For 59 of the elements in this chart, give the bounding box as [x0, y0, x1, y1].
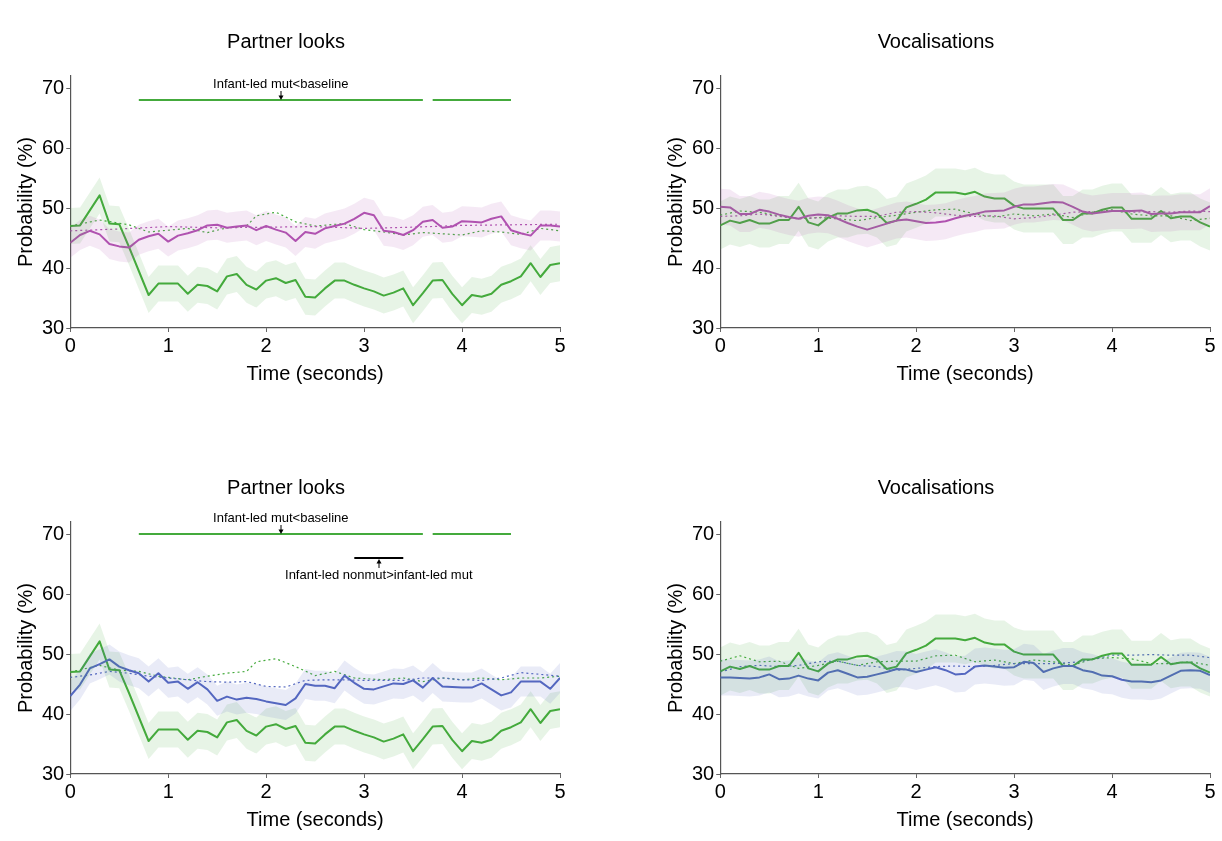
y-axis-title: Probability (%) [663, 136, 686, 268]
x-tick-label: 3 [358, 333, 370, 356]
x-tick-label: 3 [1008, 779, 1020, 802]
x-tick-label: 5 [1204, 333, 1216, 356]
y-axis-title: Probability (%) [663, 582, 686, 714]
x-tick-label: 4 [1106, 333, 1118, 356]
y-tick-label: 30 [692, 761, 715, 784]
y-tick-label: 60 [692, 581, 715, 604]
x-tick-label: 5 [554, 333, 566, 356]
y-tick-label: 50 [42, 195, 65, 218]
chart-title: Vocalisations [877, 29, 995, 52]
x-tick-label: 0 [64, 333, 76, 356]
x-tick-label: 3 [358, 779, 370, 802]
x-tick-label: 5 [554, 779, 566, 802]
x-tick-label: 2 [910, 333, 922, 356]
x-tick-label: 5 [1204, 779, 1216, 802]
y-tick-label: 50 [42, 641, 65, 664]
chart-title: Vocalisations [877, 475, 995, 498]
y-tick-label: 60 [42, 135, 65, 158]
y-tick-label: 70 [692, 75, 715, 98]
chart-title: Partner looks [227, 29, 345, 52]
y-tick-label: 70 [42, 521, 65, 544]
x-tick-label: 1 [812, 779, 824, 802]
x-tick-label: 2 [260, 333, 272, 356]
x-tick-label: 3 [1008, 333, 1020, 356]
chart-title: Partner looks [227, 475, 345, 498]
x-tick-label: 0 [64, 779, 76, 802]
y-tick-label: 50 [692, 641, 715, 664]
x-tick-label: 0 [714, 779, 726, 802]
y-axis-title: Probability (%) [13, 582, 36, 714]
x-tick-label: 2 [910, 779, 922, 802]
x-tick-label: 4 [456, 779, 468, 802]
y-tick-label: 30 [42, 315, 65, 338]
x-tick-label: 1 [812, 333, 824, 356]
y-tick-label: 70 [692, 521, 715, 544]
x-tick-label: 2 [260, 779, 272, 802]
series-label: Infant-led mut<baseline [213, 76, 349, 91]
x-axis-title: Time (seconds) [896, 807, 1034, 830]
x-axis-title: Time (seconds) [246, 361, 384, 384]
legend-label: Infant-led nonmut>infant-led mut [285, 567, 473, 582]
x-axis-title: Time (seconds) [896, 361, 1034, 384]
y-tick-label: 70 [42, 75, 65, 98]
x-tick-label: 1 [162, 779, 174, 802]
x-tick-label: 1 [162, 333, 174, 356]
y-tick-label: 40 [42, 255, 65, 278]
x-axis-title: Time (seconds) [246, 807, 384, 830]
y-tick-label: 40 [692, 701, 715, 724]
series-label: Infant-led mut<baseline [213, 510, 349, 525]
y-tick-label: 30 [692, 315, 715, 338]
y-tick-label: 50 [692, 195, 715, 218]
y-tick-label: 40 [42, 701, 65, 724]
x-tick-label: 4 [1106, 779, 1118, 802]
x-tick-label: 4 [456, 333, 468, 356]
y-tick-label: 30 [42, 761, 65, 784]
y-tick-label: 40 [692, 255, 715, 278]
y-axis-title: Probability (%) [13, 136, 36, 268]
y-tick-label: 60 [42, 581, 65, 604]
y-tick-label: 60 [692, 135, 715, 158]
x-tick-label: 0 [714, 333, 726, 356]
